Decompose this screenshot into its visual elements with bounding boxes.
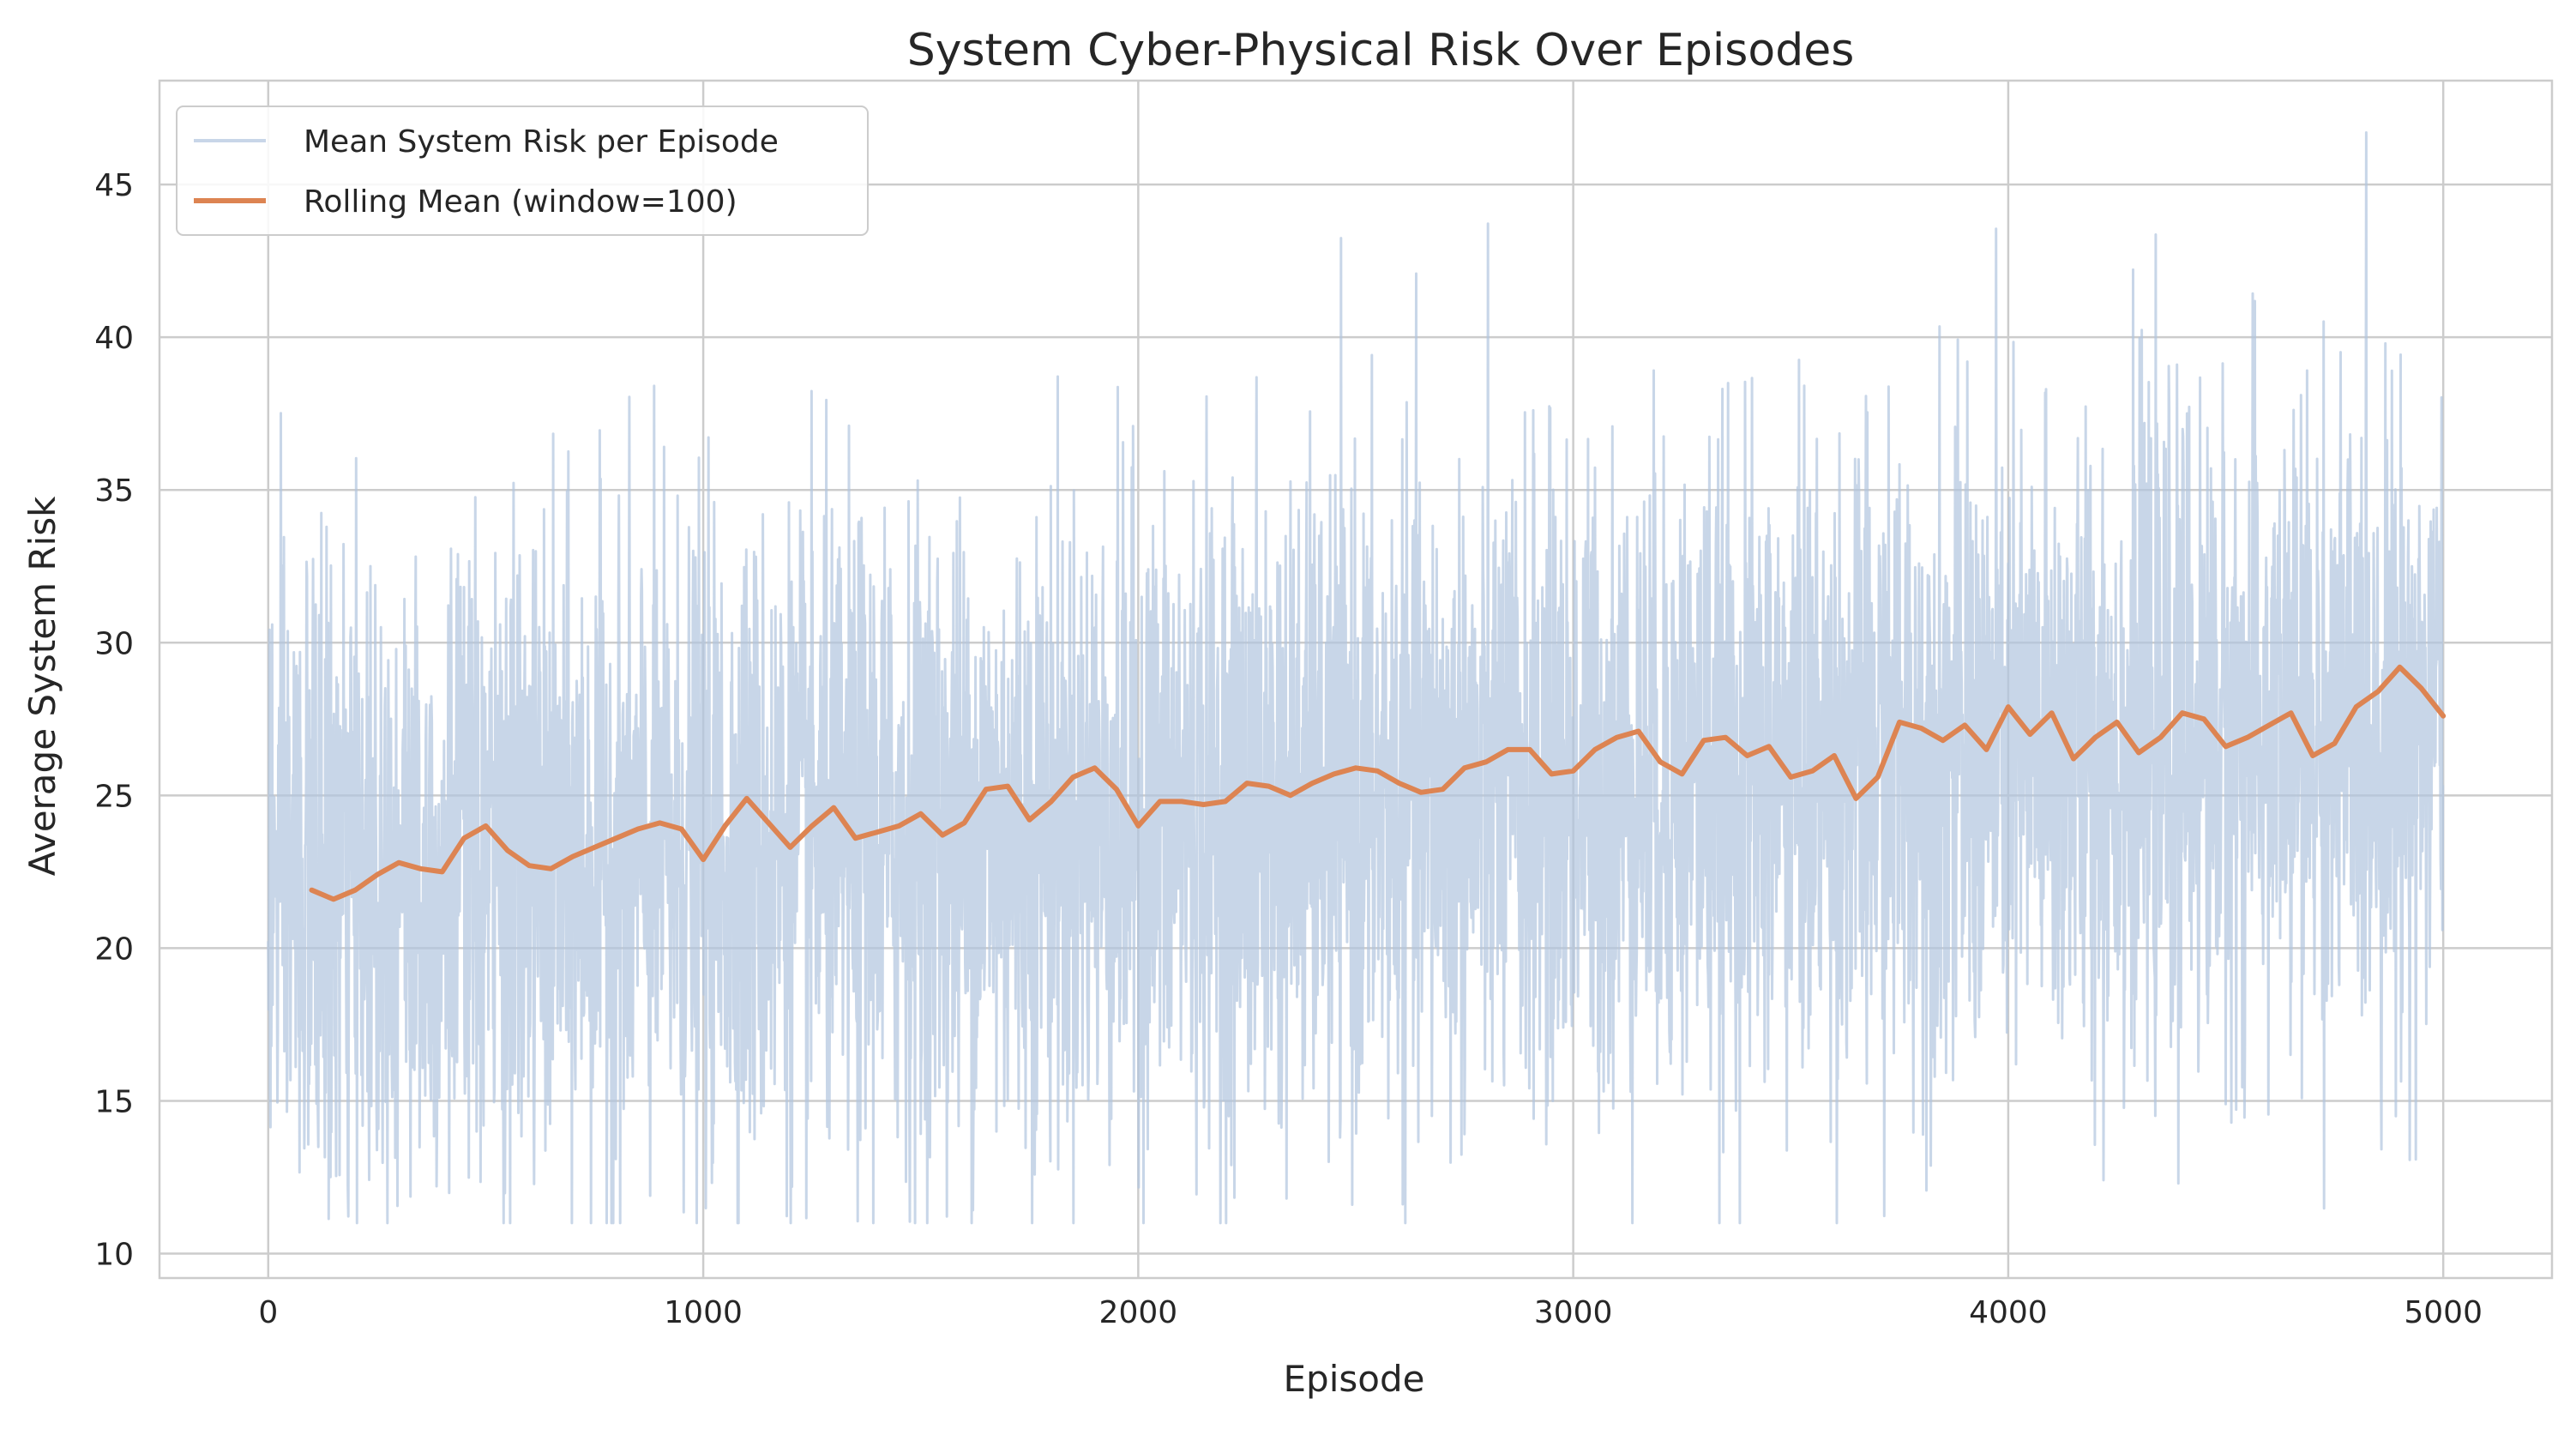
y-tick-label: 45 <box>94 168 134 203</box>
y-tick-label: 25 <box>94 779 134 814</box>
y-tick-label: 35 <box>94 473 134 509</box>
y-tick-label: 10 <box>94 1238 134 1273</box>
y-tick-label: 30 <box>94 626 134 661</box>
x-axis-label: Episode <box>1284 1358 1425 1400</box>
x-tick-label: 3000 <box>1534 1295 1613 1330</box>
legend: Mean System Risk per Episode Rolling Mea… <box>176 106 869 236</box>
chart-title: System Cyber-Physical Risk Over Episodes <box>907 25 1855 76</box>
y-tick-label: 40 <box>94 321 134 356</box>
y-axis-label: Average System Risk <box>21 496 63 877</box>
legend-box <box>176 106 869 236</box>
x-tick-label: 2000 <box>1099 1295 1178 1330</box>
x-tick-label: 4000 <box>1969 1295 2048 1330</box>
raw-risk-line <box>267 131 2445 1225</box>
x-tick-label: 0 <box>258 1295 278 1330</box>
x-tick-label: 1000 <box>664 1295 743 1330</box>
plot-frame <box>158 79 2554 1280</box>
y-tick-label: 15 <box>94 1084 134 1119</box>
tick-labels: 0 1000 2000 3000 4000 5000 10 15 20 25 30 35 40 45 <box>94 168 2483 1330</box>
rolling-series-layer <box>309 664 2447 902</box>
raw-series-layer <box>267 131 2445 1225</box>
legend-label-raw: Mean System Risk per Episode <box>304 124 779 160</box>
y-tick-label: 20 <box>94 932 134 967</box>
rolling-mean-line <box>309 664 2447 902</box>
x-tick-label: 5000 <box>2404 1295 2483 1330</box>
legend-label-rolling: Rolling Mean (window=100) <box>304 184 737 220</box>
